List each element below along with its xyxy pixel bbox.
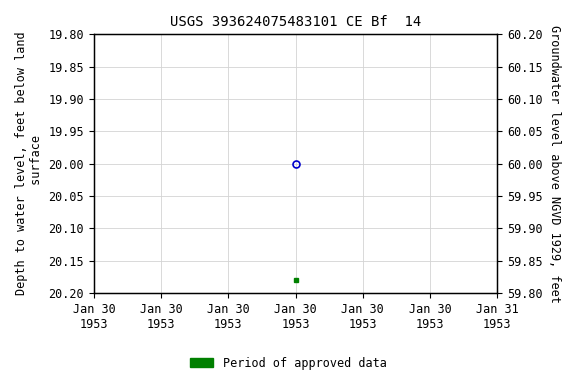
Y-axis label: Depth to water level, feet below land
 surface: Depth to water level, feet below land su… (15, 32, 43, 295)
Legend: Period of approved data: Period of approved data (185, 352, 391, 374)
Y-axis label: Groundwater level above NGVD 1929, feet: Groundwater level above NGVD 1929, feet (548, 25, 561, 303)
Title: USGS 393624075483101 CE Bf  14: USGS 393624075483101 CE Bf 14 (170, 15, 421, 29)
